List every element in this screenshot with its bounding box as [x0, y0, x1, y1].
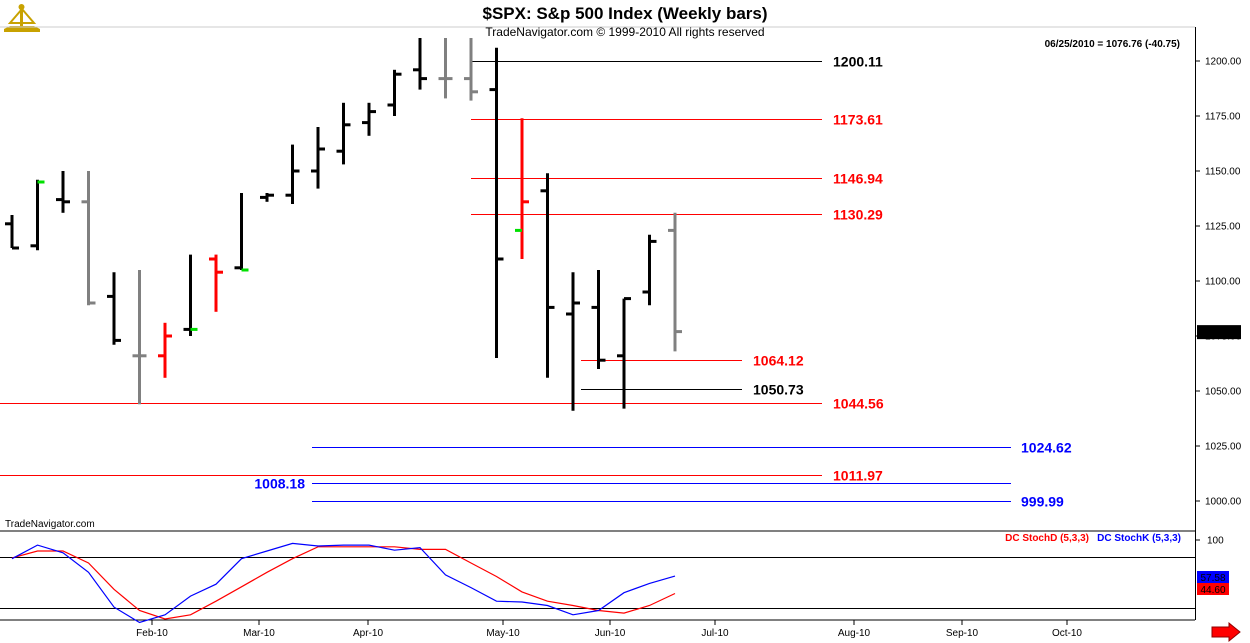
ohlc-bar [285, 144, 300, 204]
stoch-last-box [1197, 571, 1229, 583]
last-bar-info: 06/25/2010 = 1076.76 (-40.75) [1045, 39, 1180, 50]
price-levels: 1200.11 1173.61 1146.94 1130.29 1064.12 1050.… [0, 54, 1072, 510]
level-label: 1146.94 [833, 171, 883, 187]
ohlc-bar [413, 38, 427, 90]
price-tick-label: 1025.00 [1205, 442, 1242, 453]
price-tick-label: 1175.00 [1205, 112, 1241, 123]
price-axis: 1000.001025.001050.001075.001100.001125.… [1195, 57, 1242, 508]
watermark-text: TradeNavigator.com [5, 519, 95, 530]
ohlc-bar [464, 38, 478, 101]
price-tick-label: 1100.00 [1205, 277, 1241, 288]
stoch-series-line [11, 542, 676, 624]
price-tick-label: 1200.00 [1205, 57, 1242, 68]
ohlc-bar [132, 270, 147, 405]
ohlc-bar [591, 270, 606, 369]
ohlc-bar [30, 179, 45, 251]
ohlc-bar [81, 171, 96, 306]
time-tick-label: Apr-10 [353, 628, 383, 639]
time-tick-label: Aug-10 [838, 628, 871, 639]
ohlc-bar [617, 297, 631, 409]
chart-title: $SPX: S&p 500 Index (Weekly bars) [482, 4, 767, 23]
level-label: 999.99 [1021, 494, 1064, 510]
legend-stochk: DC StochK (5,3,3) [1097, 533, 1181, 544]
time-tick-label: Jul-10 [701, 628, 729, 639]
ohlc-bar [566, 272, 580, 411]
ohlc-bar [183, 254, 198, 336]
ohlc-bar [489, 47, 504, 358]
ohlc-bar [107, 272, 121, 345]
level-label: 1044.56 [833, 396, 884, 412]
legend-stochd: DC StochD (5,3,3) [1005, 533, 1089, 544]
level-label: 1050.73 [753, 382, 804, 398]
ohlc-bar [311, 127, 325, 189]
time-tick-label: Feb-10 [136, 628, 168, 639]
level-label: 1200.11 [833, 54, 883, 70]
stoch-last-label: 44.60 [1200, 585, 1225, 596]
price-tick-label: 1000.00 [1205, 497, 1242, 508]
ohlc-bar [362, 102, 376, 136]
stoch-tick-label: 100 [1207, 536, 1224, 547]
level-label: 1173.61 [833, 112, 883, 128]
last-price-label: 1076.76 [1201, 328, 1238, 339]
time-tick-label: Oct-10 [1052, 628, 1082, 639]
price-tick-label: 1050.00 [1205, 387, 1242, 398]
stoch-last-box [1197, 583, 1229, 595]
ohlc-bar [260, 193, 274, 202]
ohlc-bar [234, 193, 249, 272]
ohlc-bar [158, 322, 172, 378]
level-label: 1008.18 [254, 476, 305, 492]
ohlc-bar [209, 254, 223, 312]
stoch-last-label: 57.58 [1200, 573, 1225, 584]
stoch-series-line [11, 546, 676, 620]
chart-subtitle: TradeNavigator.com © 1999-2010 All right… [485, 25, 764, 39]
time-tick-label: Sep-10 [946, 628, 979, 639]
pane-frames [0, 26, 1196, 621]
ohlc-bar [515, 118, 529, 259]
ohlc-bar [387, 69, 402, 116]
time-tick-label: Jun-10 [595, 628, 626, 639]
time-tick-label: Mar-10 [243, 628, 275, 639]
price-bars [5, 38, 682, 411]
time-axis: Feb-10 Mar-10 Apr-10 May-10 Jun-10 Jul-10 Aug-… [136, 620, 1082, 639]
time-tick-label: May-10 [486, 628, 520, 639]
ohlc-bar [540, 173, 555, 378]
price-tick-label: 1150.00 [1205, 167, 1241, 178]
level-label: 1130.29 [833, 207, 883, 223]
scroll-right-arrow-icon[interactable] [1211, 621, 1241, 643]
ohlc-bar [668, 212, 682, 352]
ohlc-bar [642, 234, 657, 306]
last-price-box [1197, 325, 1241, 340]
stochastic-legend: DC StochD (5,3,3) DC StochK (5,3,3) [1005, 533, 1181, 544]
level-label: 1011.97 [833, 468, 883, 484]
ohlc-bar [438, 38, 453, 99]
price-tick-label: 1125.00 [1205, 222, 1241, 233]
level-label: 1064.12 [753, 353, 804, 369]
ohlc-bar [56, 171, 70, 213]
ohlc-bar [336, 102, 351, 165]
ohlc-bar [5, 215, 19, 250]
level-label: 1024.62 [1021, 440, 1072, 456]
